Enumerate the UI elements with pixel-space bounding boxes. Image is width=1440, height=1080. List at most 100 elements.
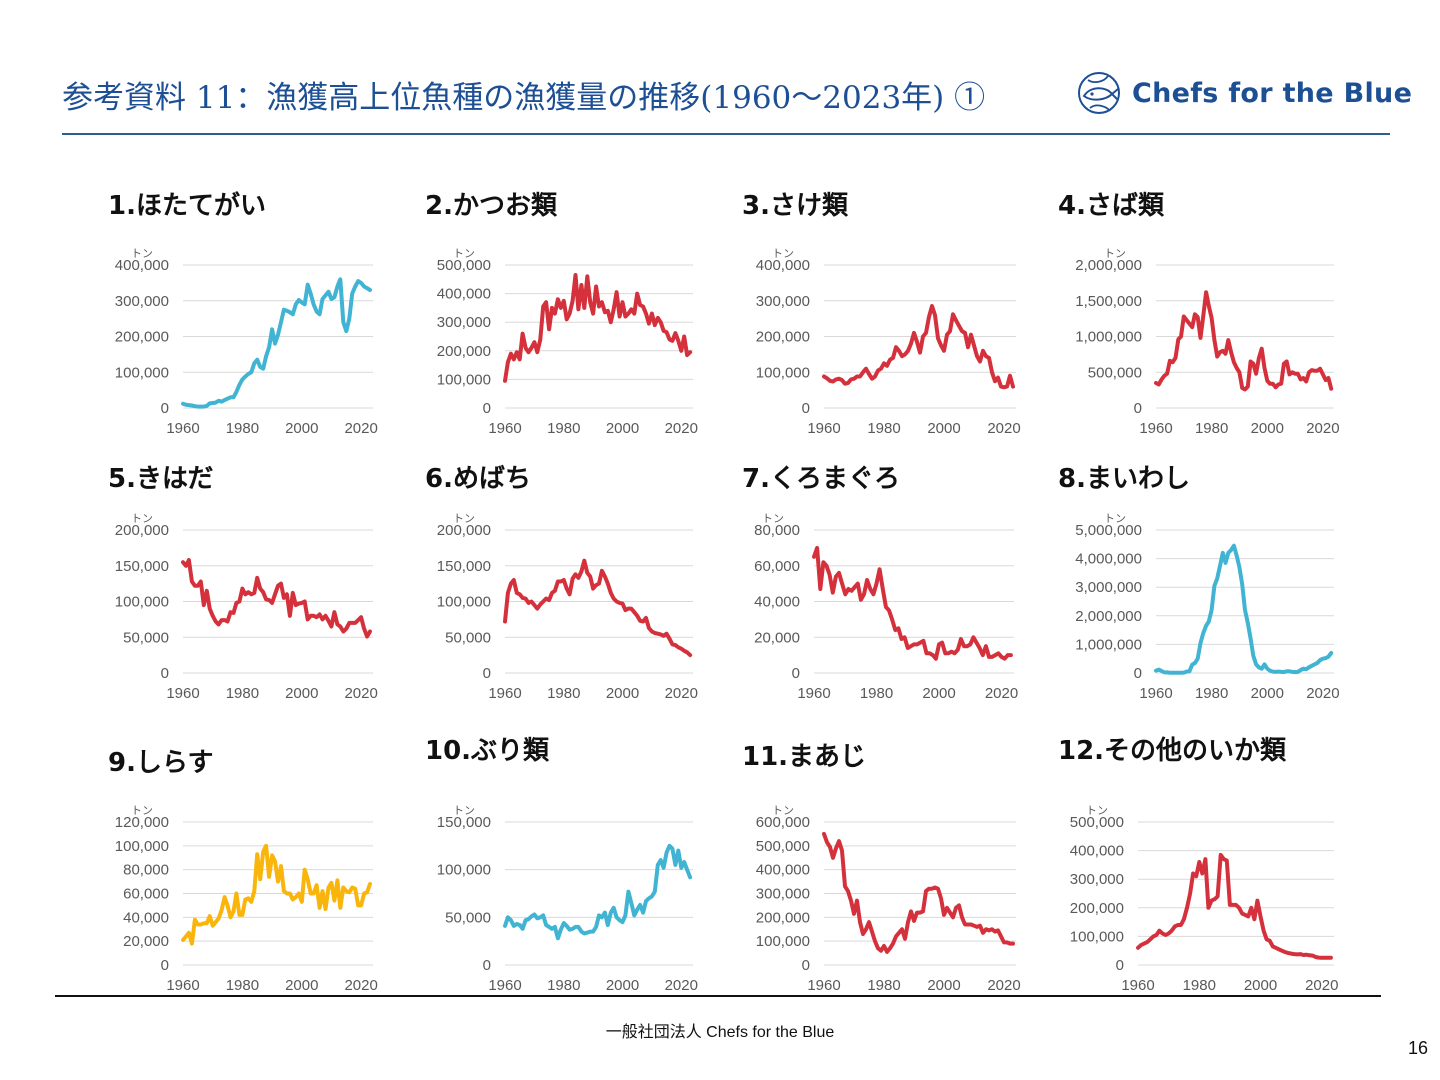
- line-chart: トン 0 100,000 200,000 300,000 400,000 1960 1980 2…: [756, 247, 1021, 437]
- line-chart: トン 0 100,000 200,000 300,000 400,000 500,000 19…: [1070, 804, 1339, 994]
- chart-title: 5.きはだ: [108, 464, 214, 494]
- y-tick-label: 2,000,000: [1075, 257, 1142, 274]
- x-tick-label: 1980: [1183, 977, 1216, 994]
- y-tick-label: 200,000: [756, 329, 810, 346]
- chart-title: 10.ぶり類: [425, 736, 550, 766]
- y-tick-label: 0: [1134, 400, 1142, 417]
- x-tick-label: 2000: [285, 685, 318, 702]
- y-tick-label: 200,000: [437, 522, 491, 539]
- y-tick-label: 150,000: [437, 814, 491, 831]
- y-tick-label: 100,000: [437, 594, 491, 611]
- x-tick-label: 2020: [665, 685, 698, 702]
- y-unit-label: トン: [772, 247, 794, 260]
- y-tick-label: 0: [483, 957, 491, 974]
- y-tick-label: 0: [161, 400, 169, 417]
- y-unit-label: トン: [453, 512, 475, 525]
- y-tick-label: 200,000: [437, 343, 491, 360]
- y-tick-label: 0: [792, 665, 800, 682]
- y-tick-label: 40,000: [123, 909, 169, 926]
- x-tick-label: 1960: [807, 420, 840, 437]
- y-tick-label: 50,000: [445, 909, 491, 926]
- x-tick-label: 1960: [166, 420, 199, 437]
- series-line: [1154, 543, 1334, 675]
- y-unit-label: トン: [131, 804, 153, 817]
- x-tick-label: 1980: [547, 685, 580, 702]
- y-tick-label: 200,000: [115, 329, 169, 346]
- line-chart: トン 0 100,000 200,000 300,000 400,000 500,000 19…: [437, 247, 698, 437]
- chart-title: 7.くろまぐろ: [742, 464, 900, 494]
- x-tick-label: 2000: [606, 685, 639, 702]
- y-unit-label: トン: [762, 512, 784, 525]
- y-tick-label: 20,000: [754, 629, 800, 646]
- line-chart: トン 0 20,000 40,000 60,000 80,000 1960 1980 2000 2…: [754, 512, 1018, 702]
- x-tick-label: 1980: [547, 420, 580, 437]
- y-tick-label: 0: [1116, 957, 1124, 974]
- chart-title: 1.ほたてがい: [108, 191, 266, 221]
- footer-text: 一般社団法人 Chefs for the Blue: [605, 1024, 835, 1041]
- y-tick-label: 100,000: [437, 371, 491, 388]
- x-tick-label: 2000: [285, 977, 318, 994]
- line-chart: トン 0 500,000 1,000,000 1,500,000 2,000,000 196…: [1075, 247, 1339, 437]
- chart-panel: 11.まあじ トン 0 100,000 200,000 300,000 400,000 500…: [742, 730, 1052, 1000]
- x-tick-label: 1960: [1121, 977, 1154, 994]
- y-tick-label: 500,000: [1088, 364, 1142, 381]
- x-tick-label: 2020: [665, 420, 698, 437]
- y-tick-label: 300,000: [437, 314, 491, 331]
- y-tick-label: 200,000: [115, 522, 169, 539]
- chart-title: 6.めばち: [425, 464, 531, 494]
- y-unit-label: トン: [453, 247, 475, 260]
- chart-title: 8.まいわし: [1058, 464, 1190, 494]
- x-tick-label: 2000: [927, 977, 960, 994]
- y-tick-label: 0: [1134, 665, 1142, 682]
- chart-panel: 5.きはだ トン 0 50,000 100,000 150,000 200,000 1960 1…: [108, 458, 418, 728]
- y-tick-label: 100,000: [115, 838, 169, 855]
- x-tick-label: 1980: [860, 685, 893, 702]
- x-tick-label: 1980: [867, 977, 900, 994]
- line-chart: トン 0 1,000,000 2,000,000 3,000,000 4,000,000 5…: [1075, 512, 1339, 702]
- chart-panel: 2.かつお類 トン 0 100,000 200,000 300,000 400,000 500…: [425, 185, 735, 455]
- y-tick-label: 400,000: [1070, 843, 1124, 860]
- x-tick-label: 1960: [807, 977, 840, 994]
- y-tick-label: 5,000,000: [1075, 522, 1142, 539]
- x-tick-label: 1980: [226, 685, 259, 702]
- x-tick-label: 2000: [285, 420, 318, 437]
- y-tick-label: 300,000: [756, 886, 810, 903]
- y-unit-label: トン: [1086, 804, 1108, 817]
- x-tick-label: 2020: [344, 420, 377, 437]
- y-unit-label: トン: [131, 512, 153, 525]
- chart-title: 11.まあじ: [742, 742, 867, 772]
- series-line: [181, 277, 372, 409]
- y-tick-label: 400,000: [756, 257, 810, 274]
- y-tick-label: 100,000: [756, 364, 810, 381]
- line-chart: トン 0 100,000 200,000 300,000 400,000 1960 1980 2…: [115, 247, 378, 437]
- y-unit-label: トン: [772, 804, 794, 817]
- line-chart: トン 0 50,000 100,000 150,000 1960 1980 2000 2020: [437, 804, 698, 994]
- y-unit-label: トン: [453, 804, 475, 817]
- series-line: [181, 558, 372, 639]
- series-line: [503, 843, 693, 941]
- line-chart: トン 0 50,000 100,000 150,000 200,000 1960 1980 20…: [437, 512, 698, 702]
- x-tick-label: 2000: [1244, 977, 1277, 994]
- y-tick-label: 0: [161, 665, 169, 682]
- y-tick-label: 200,000: [1070, 900, 1124, 917]
- x-tick-label: 1980: [1195, 685, 1228, 702]
- y-tick-label: 3,000,000: [1075, 579, 1142, 596]
- y-tick-label: 1,000,000: [1075, 329, 1142, 346]
- chart-panel: 6.めばちトン 0 50,000 100,000 150,000 200,000 1960 1…: [425, 458, 735, 728]
- y-tick-label: 0: [161, 957, 169, 974]
- y-unit-label: トン: [1104, 512, 1126, 525]
- y-tick-label: 300,000: [115, 293, 169, 310]
- x-tick-label: 1960: [488, 420, 521, 437]
- y-tick-label: 0: [802, 400, 810, 417]
- chart-title: 12.その他のいか類: [1058, 736, 1287, 766]
- y-tick-label: 60,000: [123, 886, 169, 903]
- y-tick-label: 60,000: [754, 558, 800, 575]
- x-tick-label: 2020: [344, 977, 377, 994]
- x-tick-label: 2000: [606, 420, 639, 437]
- chart-panel: 8.まいわし トン 0 1,000,000 2,000,000 3,000,000 4,00…: [1058, 458, 1368, 728]
- line-chart: トン 0 50,000 100,000 150,000 200,000 1960 1980 20…: [115, 512, 378, 702]
- x-tick-label: 1960: [166, 977, 199, 994]
- y-tick-label: 80,000: [123, 862, 169, 879]
- x-tick-label: 2020: [1306, 420, 1339, 437]
- x-tick-label: 1980: [547, 977, 580, 994]
